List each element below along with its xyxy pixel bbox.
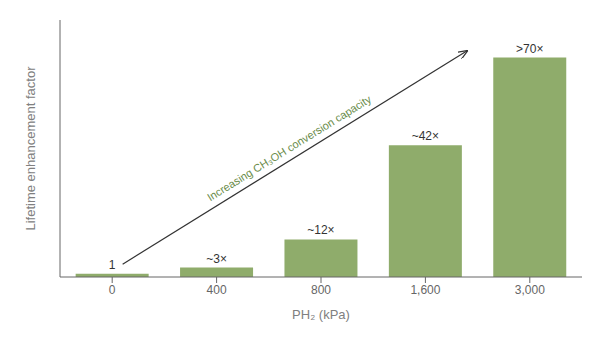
- svg-text:800: 800: [311, 283, 331, 297]
- svg-text:Increasing CH₃OH conversion ca: Increasing CH₃OH conversion capacity: [205, 93, 374, 204]
- svg-text:~3×: ~3×: [206, 252, 227, 266]
- svg-text:~12×: ~12×: [307, 223, 334, 237]
- svg-text:400: 400: [207, 283, 227, 297]
- svg-text:~42×: ~42×: [412, 129, 439, 143]
- svg-text:PH₂ (kPa): PH₂ (kPa): [292, 307, 350, 322]
- svg-text:1,600: 1,600: [410, 283, 440, 297]
- svg-text:0: 0: [109, 283, 116, 297]
- svg-text:Lifetime enhancement factor: Lifetime enhancement factor: [23, 66, 38, 231]
- svg-text:3,000: 3,000: [515, 283, 545, 297]
- svg-text:>70×: >70×: [516, 42, 543, 56]
- svg-text:1: 1: [109, 258, 116, 272]
